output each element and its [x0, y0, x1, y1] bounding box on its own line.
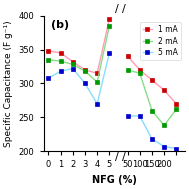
- 1 mA: [47, 50, 50, 52]
- 5 mA: [60, 70, 62, 72]
- Text: /: /: [122, 152, 126, 162]
- Legend: 1 mA, 2 mA, 5 mA: 1 mA, 2 mA, 5 mA: [140, 22, 181, 60]
- 5 mA: [84, 82, 86, 84]
- 5 mA: [72, 67, 74, 70]
- Text: /: /: [122, 4, 126, 14]
- 2 mA: [72, 63, 74, 66]
- 1 mA: [84, 69, 86, 71]
- X-axis label: NFG (%): NFG (%): [92, 175, 137, 185]
- 2 mA: [60, 60, 62, 62]
- 2 mA: [108, 25, 111, 27]
- 2 mA: [84, 70, 86, 72]
- Text: /: /: [115, 4, 119, 14]
- Line: 1 mA: 1 mA: [46, 17, 112, 76]
- Text: /: /: [115, 152, 119, 162]
- Y-axis label: Specific Capacitance (F g⁻¹): Specific Capacitance (F g⁻¹): [4, 20, 13, 147]
- Text: (b): (b): [51, 20, 69, 30]
- 1 mA: [96, 72, 98, 74]
- Line: 5 mA: 5 mA: [46, 50, 112, 106]
- Line: 2 mA: 2 mA: [46, 23, 112, 84]
- 5 mA: [47, 77, 50, 79]
- 2 mA: [47, 59, 50, 61]
- 1 mA: [72, 61, 74, 63]
- 5 mA: [108, 52, 111, 54]
- 5 mA: [96, 103, 98, 105]
- 2 mA: [96, 81, 98, 83]
- 1 mA: [108, 18, 111, 20]
- 1 mA: [60, 52, 62, 54]
